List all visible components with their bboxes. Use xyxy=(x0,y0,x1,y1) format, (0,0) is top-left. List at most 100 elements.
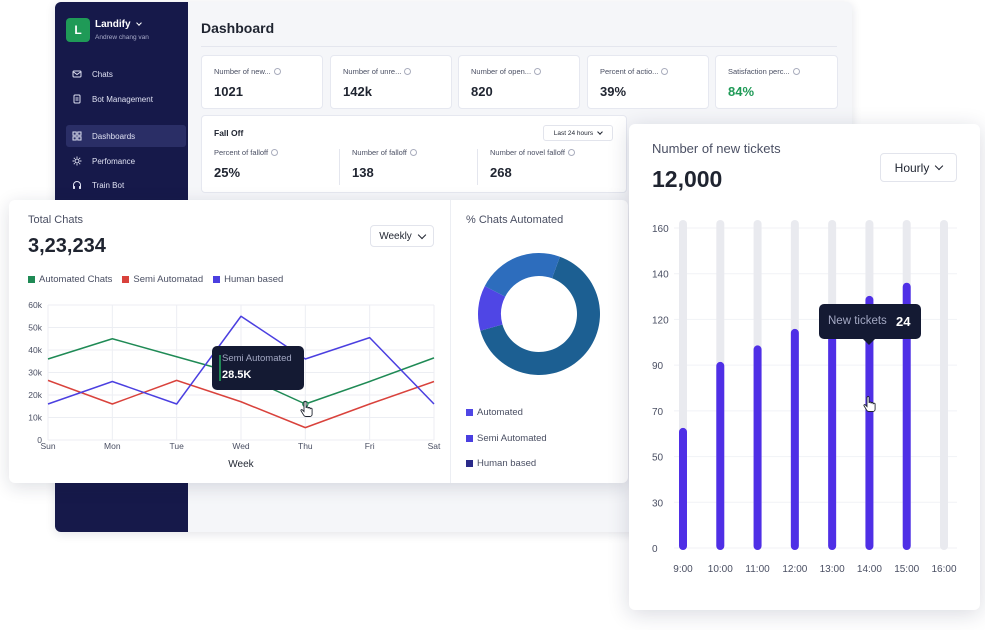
hand-cursor-icon xyxy=(300,401,313,417)
bar-chart-tooltip: New tickets 24 xyxy=(819,304,921,339)
legend-swatch xyxy=(466,435,473,442)
stat-card-open[interactable]: Number of open... 820 xyxy=(458,55,580,109)
stat-card-action[interactable]: Percent of actio... 39% xyxy=(587,55,709,109)
y-tick-label: 120 xyxy=(652,315,669,326)
stat-value: 142k xyxy=(343,84,372,99)
legend-swatch xyxy=(122,276,130,283)
y-tick-label: 50k xyxy=(28,323,42,333)
bar xyxy=(716,361,725,550)
stat-label: Percent of actio... xyxy=(600,67,659,76)
x-tick-label: 15:00 xyxy=(894,564,919,575)
falloff-metric-value: 268 xyxy=(490,165,512,180)
headset-icon xyxy=(72,180,82,190)
x-tick-label: Mon xyxy=(104,441,121,451)
period-select[interactable]: Weekly xyxy=(370,225,434,247)
y-tick-label: 60k xyxy=(28,300,42,310)
legend-item: Automated xyxy=(466,407,523,418)
document-icon xyxy=(72,94,82,104)
falloff-range-select[interactable]: Last 24 hours xyxy=(543,125,613,141)
falloff-metric: Number of falloff 138 xyxy=(352,148,417,186)
legend-item: Semi Automatad xyxy=(122,274,203,285)
bar-chart: 160 140 120 90 70 50 30 0 9:00 10:00 11:00 12:00 13:… xyxy=(652,220,957,575)
chevron-down-icon xyxy=(597,129,604,135)
new-tickets-panel: Number of new tickets 12,000 Hourly 160 1… xyxy=(629,124,980,610)
falloff-metric-value: 25% xyxy=(214,165,241,180)
x-tick-label: Wed xyxy=(232,441,250,451)
bar xyxy=(865,295,874,550)
legend-item: Automated Chats xyxy=(28,274,112,285)
sidebar-item-dashboards[interactable]: Dashboards xyxy=(66,125,186,147)
donut-chart xyxy=(478,253,600,375)
x-tick-label: 14:00 xyxy=(857,564,882,575)
y-tick-label: 0 xyxy=(652,544,658,555)
tooltip-value: 24 xyxy=(896,314,911,329)
falloff-metric-label: Number of falloff xyxy=(352,148,407,157)
bar xyxy=(902,282,911,550)
y-tick-label: 40k xyxy=(28,345,42,355)
page-title: Dashboard xyxy=(201,20,275,36)
sidebar-item-perfomance[interactable]: Perfomance xyxy=(66,150,186,172)
x-tick-label: Fri xyxy=(365,441,375,451)
divider xyxy=(450,200,451,483)
x-tick-label: Sat xyxy=(428,441,441,451)
stat-card-unresolved[interactable]: Number of unre... 142k xyxy=(330,55,452,109)
chat-icon xyxy=(72,69,82,79)
x-tick-label: Sun xyxy=(40,441,55,451)
line-chart-tooltip: Semi Automated 28.5K xyxy=(212,346,304,390)
title-divider xyxy=(201,46,837,47)
grid-icon xyxy=(72,131,82,141)
workspace-switcher[interactable]: Landify xyxy=(95,19,143,30)
sidebar-item-bot-management[interactable]: Bot Management xyxy=(66,88,186,110)
info-icon xyxy=(273,68,281,75)
period-select[interactable]: Hourly xyxy=(880,153,957,182)
info-icon xyxy=(567,149,575,156)
tooltip-label: Semi Automated xyxy=(222,353,292,364)
stat-card-satisfaction[interactable]: Satisfaction perc... 84% xyxy=(715,55,838,109)
x-tick-label: 16:00 xyxy=(931,564,956,575)
legend-label: Automated Chats xyxy=(39,274,113,285)
line-chart-legend: Automated Chats Semi Automatad Human bas… xyxy=(28,274,293,285)
info-icon xyxy=(661,68,669,75)
sidebar-item-label: Chats xyxy=(92,69,113,79)
legend-label: Human based xyxy=(477,458,537,469)
tooltip-pointer xyxy=(863,339,875,345)
stat-card-new[interactable]: Number of new... 1021 xyxy=(201,55,323,109)
x-tick-label: 12:00 xyxy=(782,564,807,575)
y-tick-label: 70 xyxy=(652,407,664,418)
series-line xyxy=(47,315,435,405)
chevron-down-icon xyxy=(136,20,143,26)
legend-label: Human based xyxy=(224,274,284,285)
stat-label: Number of open... xyxy=(471,67,532,76)
legend-label: Semi Automatad xyxy=(133,274,204,285)
info-icon xyxy=(792,68,800,75)
bar xyxy=(790,328,799,550)
stat-value: 39% xyxy=(600,84,627,99)
falloff-metric-label: Number of novel falloff xyxy=(490,148,565,157)
y-tick-label: 30k xyxy=(28,368,42,378)
falloff-metric: Number of novel falloff 268 xyxy=(490,148,575,186)
stat-label: Number of new... xyxy=(214,67,271,76)
sidebar-item-train-bot[interactable]: Train Bot xyxy=(66,174,186,196)
new-tickets-value: 12,000 xyxy=(652,166,723,192)
bar-track xyxy=(940,220,948,550)
sun-icon xyxy=(72,156,82,166)
bar xyxy=(679,427,687,550)
y-tick-label: 90 xyxy=(652,361,664,372)
total-chats-title: Total Chats xyxy=(28,214,84,226)
stat-value: 1021 xyxy=(214,84,243,99)
y-tick-label: 10k xyxy=(28,413,42,423)
stat-label: Number of unre... xyxy=(343,67,402,76)
total-chats-panel: Total Chats 3,23,234 Weekly Automated Ch… xyxy=(9,200,628,483)
legend-swatch xyxy=(28,276,35,283)
new-tickets-title: Number of new tickets xyxy=(652,141,781,156)
period-value: Hourly xyxy=(894,160,930,175)
tooltip-value: 28.5K xyxy=(222,369,252,381)
tooltip-accent xyxy=(219,355,221,381)
info-icon xyxy=(409,149,417,156)
chats-automated-title: % Chats Automated xyxy=(466,214,564,226)
y-tick-label: 160 xyxy=(652,224,669,235)
sidebar-item-label: Perfomance xyxy=(92,156,136,166)
period-value: Weekly xyxy=(379,230,412,242)
y-tick-label: 30 xyxy=(652,498,664,509)
sidebar-item-chats[interactable]: Chats xyxy=(66,63,186,85)
